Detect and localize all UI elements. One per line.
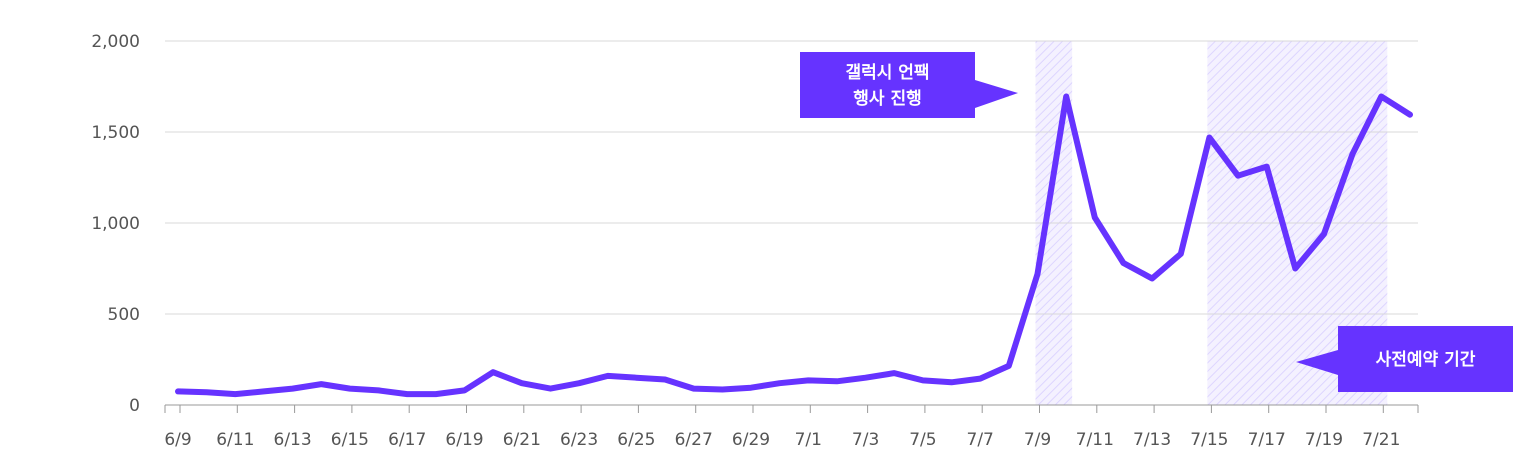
annotation-text: 갤럭시 언팩 bbox=[845, 63, 929, 83]
x-tick-label: 6/17 bbox=[388, 430, 426, 450]
x-tick-label: 7/3 bbox=[852, 430, 879, 450]
x-tick-label: 7/5 bbox=[909, 430, 936, 450]
x-tick-label: 6/23 bbox=[560, 430, 598, 450]
x-tick-label: 7/13 bbox=[1133, 430, 1171, 450]
y-tick-label: 2,000 bbox=[91, 32, 140, 52]
x-tick-label: 7/9 bbox=[1024, 430, 1051, 450]
x-tick-label: 7/1 bbox=[795, 430, 822, 450]
x-tick-label: 6/15 bbox=[331, 430, 369, 450]
annotation-box bbox=[1338, 326, 1513, 392]
x-tick-label: 6/27 bbox=[675, 430, 713, 450]
x-tick-label: 7/7 bbox=[967, 430, 994, 450]
x-tick-label: 6/25 bbox=[617, 430, 655, 450]
annotation-text: 행사 진행 bbox=[853, 89, 921, 109]
series-lines bbox=[175, 93, 1413, 398]
x-axis: 6/9 6/11 6/13 6/15 6/17 6/19 6/21 6/23 6/25 6/27 6… bbox=[164, 404, 1419, 450]
y-tick-label: 500 bbox=[108, 305, 140, 325]
x-tick-label: 7/19 bbox=[1305, 430, 1343, 450]
x-tick-label: 6/21 bbox=[503, 430, 541, 450]
x-tick-label: 7/17 bbox=[1248, 430, 1286, 450]
x-tick-label: 6/13 bbox=[274, 430, 312, 450]
x-tick-label: 7/21 bbox=[1362, 430, 1400, 450]
x-tick-label: 6/19 bbox=[445, 430, 483, 450]
y-tick-label: 0 bbox=[129, 396, 140, 416]
x-tick-label: 7/11 bbox=[1076, 430, 1114, 450]
series-line-1 bbox=[175, 93, 1413, 398]
grid-lines bbox=[165, 40, 1418, 315]
annotation-pointer bbox=[975, 80, 1018, 108]
annotation-pointer bbox=[1296, 350, 1338, 375]
x-tick-label: 6/9 bbox=[164, 430, 191, 450]
y-tick-label: 1,500 bbox=[91, 123, 140, 143]
annotation-box bbox=[800, 52, 975, 118]
annotation-2: 사전예약 기간 bbox=[1296, 326, 1513, 392]
x-tick-label: 6/11 bbox=[216, 430, 254, 450]
y-axis: 0 500 1,000 1,500 2,000 bbox=[91, 32, 140, 416]
x-tick-label: 6/29 bbox=[732, 430, 770, 450]
y-tick-label: 1,000 bbox=[91, 214, 140, 234]
x-tick-label: 7/15 bbox=[1190, 430, 1228, 450]
annotation-text: 사전예약 기간 bbox=[1376, 349, 1476, 370]
